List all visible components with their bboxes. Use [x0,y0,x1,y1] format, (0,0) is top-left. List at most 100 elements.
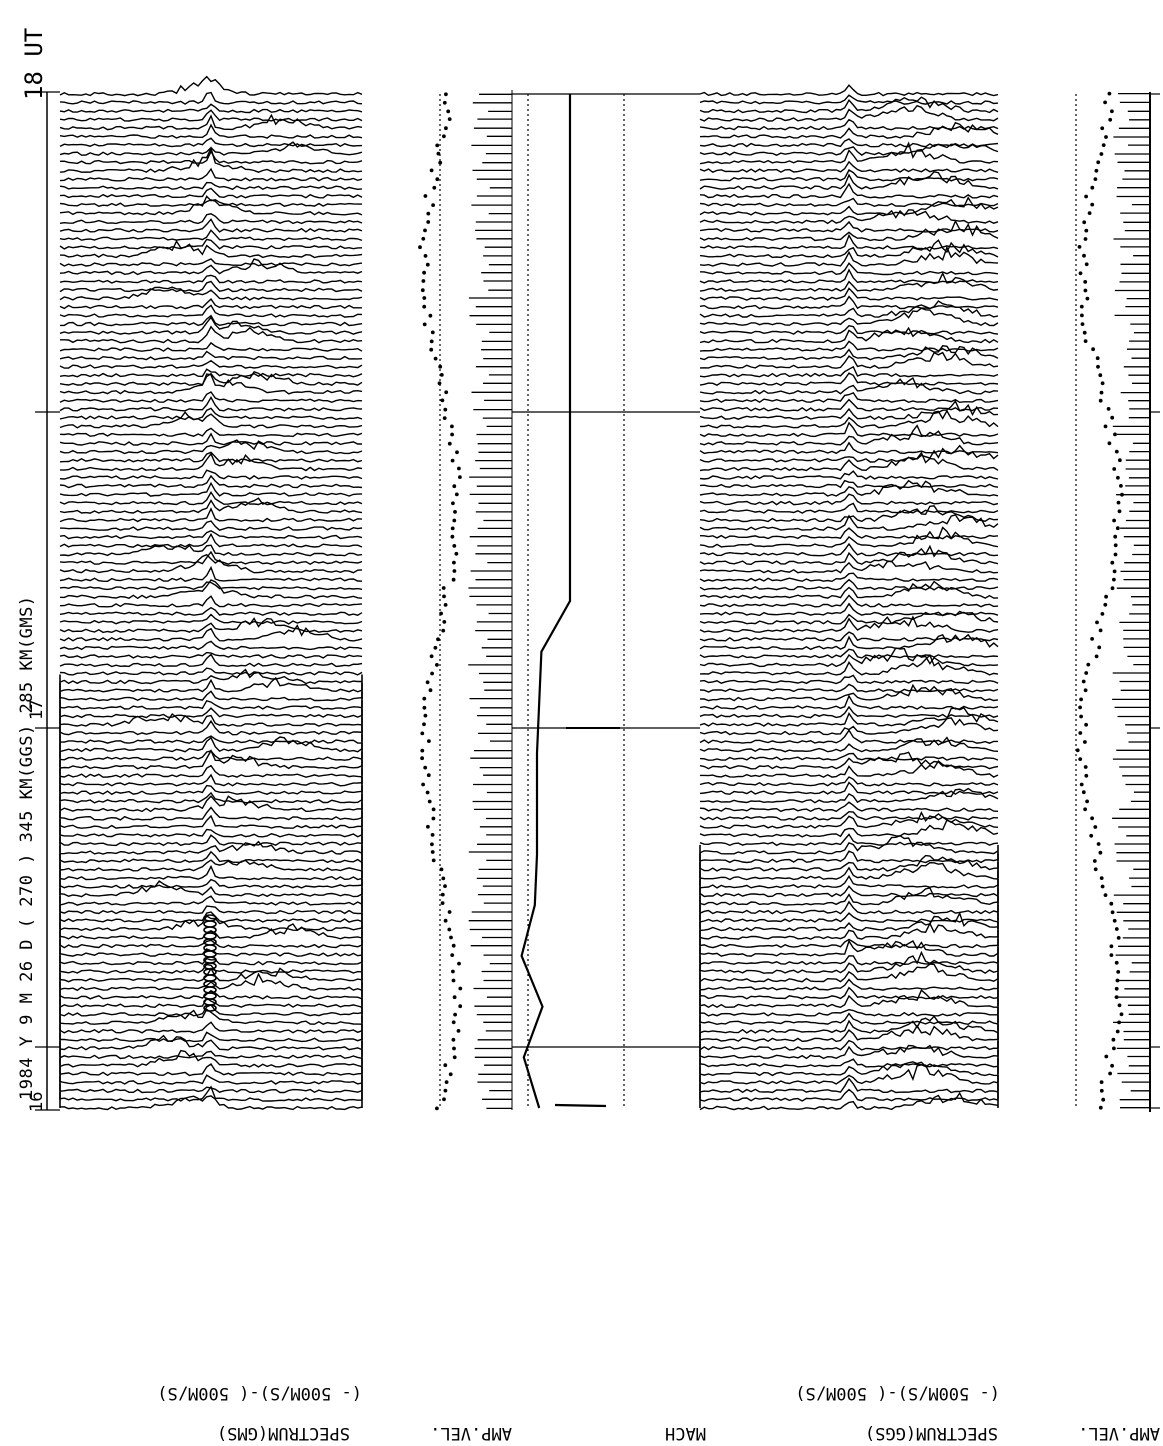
ampvel-dot [1085,799,1089,804]
spectrum-profile [59,581,363,591]
spectrum-profile [59,239,363,259]
ampvel-dot [432,185,437,190]
ampvel-dot [452,569,457,573]
spectrum-profile [59,395,363,412]
spectrum-profile [699,1088,999,1102]
spectrum-bead [203,926,217,934]
spectrum-profile [699,850,999,864]
spectrum-profile [699,94,999,105]
ampvel-dot [451,943,456,948]
ampvel-dot [1080,322,1085,326]
spectrum-profile [59,878,363,889]
spectrum-profile [59,712,363,727]
spectrum-profile [699,121,999,139]
spectrum-profile [59,864,363,881]
ampvel-dot [435,663,439,667]
ampvel-dot [440,892,445,897]
ampvel-dot [449,935,453,940]
ampvel-dot [452,1046,456,1051]
ampvel-dot [440,398,445,403]
ampvel-dot [1110,1063,1114,1068]
spectrum-profile [59,972,363,992]
ampvel-dot [1099,876,1104,880]
spectrum-profile [699,950,999,975]
spectrum-profile [699,887,999,906]
time-tick-18: 18 UT [20,28,48,100]
spectrum-profile [699,287,999,301]
ampvel-dot [1098,628,1103,633]
ampvel-ggs-title: AMP.VEL. [1078,1423,1160,1443]
ampvel-dot [429,168,434,173]
spectrum-profile [59,218,363,233]
spectrum-profile [699,271,999,293]
spectrum-gms-range: (- 500M/S)-( 500M/S) [157,1383,362,1403]
ampvel-dot [431,816,436,821]
ampvel-dot [1103,893,1108,897]
ampvel-dot [1079,304,1084,309]
ampvel-dot [1110,415,1115,420]
spectrum-profile [59,167,363,182]
ampvel-dot [458,986,463,991]
ampvel-dot [440,901,445,905]
spectrum-profile [59,229,363,242]
spectrum-profile [60,325,363,344]
spectrum-profile [699,631,999,642]
spectrum-profile [699,220,999,233]
spectrum-profile [59,298,362,310]
spectrum-bead [203,950,217,958]
ampvel-ggs-panel [1075,91,1160,1112]
spectrum-profile [699,171,999,191]
ampvel-dot [1113,552,1118,557]
ampvel-dot [1098,850,1103,855]
ampvel-dot [451,978,456,983]
spectrum-profile [59,1031,363,1043]
ampvel-dot [1077,245,1082,249]
spectrum-profile [699,307,999,327]
spectrum-profile [59,280,363,293]
spectrum-profile [59,613,363,625]
spectrum-profile [699,874,999,889]
spectrum-profile [59,109,363,122]
ampvel-dot [1112,518,1116,523]
ampvel-dot [435,143,440,148]
ampvel-dot [426,211,431,216]
spectrum-profile [59,617,363,634]
ampvel-dot [1079,782,1084,787]
spectrum-profile [699,424,999,446]
ampvel-dot [1114,927,1119,931]
spectrum-profile [699,912,999,923]
spectrum-profile [699,776,999,787]
ampvel-dot [1110,910,1115,915]
spectrum-profile [59,963,363,974]
spectrum-profile [699,209,999,225]
ampvel-dot [443,884,447,888]
spectrum-profile [699,399,999,421]
spectrum-profile [59,532,363,548]
spectrum-profile [699,377,999,395]
ampvel-dot [442,100,447,105]
spectrum-profile [699,365,999,378]
ampvel-dot [441,876,446,881]
ampvel-dot [1104,135,1108,139]
ampvel-dot [447,910,452,914]
ampvel-dot [1087,211,1092,216]
ampvel-dot [426,824,430,829]
ampvel-dot [451,1020,456,1025]
ampvel-gms-panel [418,92,512,1111]
ampvel-dot [1093,177,1098,182]
spectrum-profile [59,957,363,966]
spectrum-profile [59,791,363,804]
spectrum-profile [59,550,363,566]
ampvel-dot [435,177,440,182]
spectrum-profile [59,795,363,813]
spectrum-profile [59,859,363,872]
ampvel-dot [1090,202,1095,207]
spectrum-profile [699,955,999,966]
ampvel-dot [442,134,446,139]
spectrum-profile [59,359,363,369]
ampvel-dot [438,364,443,369]
spectrum-profile [699,781,999,796]
spectrum-profile [59,668,362,685]
ampvel-dot [1103,424,1108,429]
spectrum-profile [699,1039,999,1051]
